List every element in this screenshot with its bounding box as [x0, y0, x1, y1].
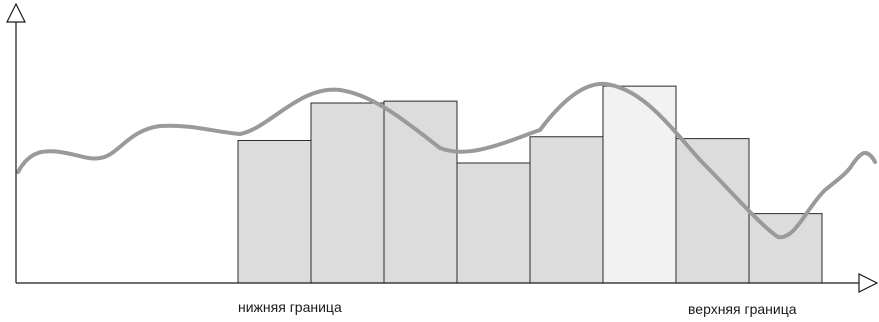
lower-bound-label: нижняя граница [238, 299, 342, 315]
density-curve [16, 81, 877, 240]
histogram-bar-highlighted [602, 85, 677, 284]
histogram-bar [383, 100, 458, 284]
histogram-bar [456, 162, 531, 284]
y-axis-arrow [6, 2, 26, 23]
upper-bound-label: верхняя граница [688, 301, 797, 317]
histogram-bar [675, 138, 750, 284]
histogram-bar [529, 136, 604, 284]
x-axis-arrow [858, 273, 879, 293]
histogram-bar [237, 140, 312, 284]
bars-group [237, 85, 823, 284]
histogram-bar [310, 102, 385, 284]
axes [6, 2, 879, 293]
